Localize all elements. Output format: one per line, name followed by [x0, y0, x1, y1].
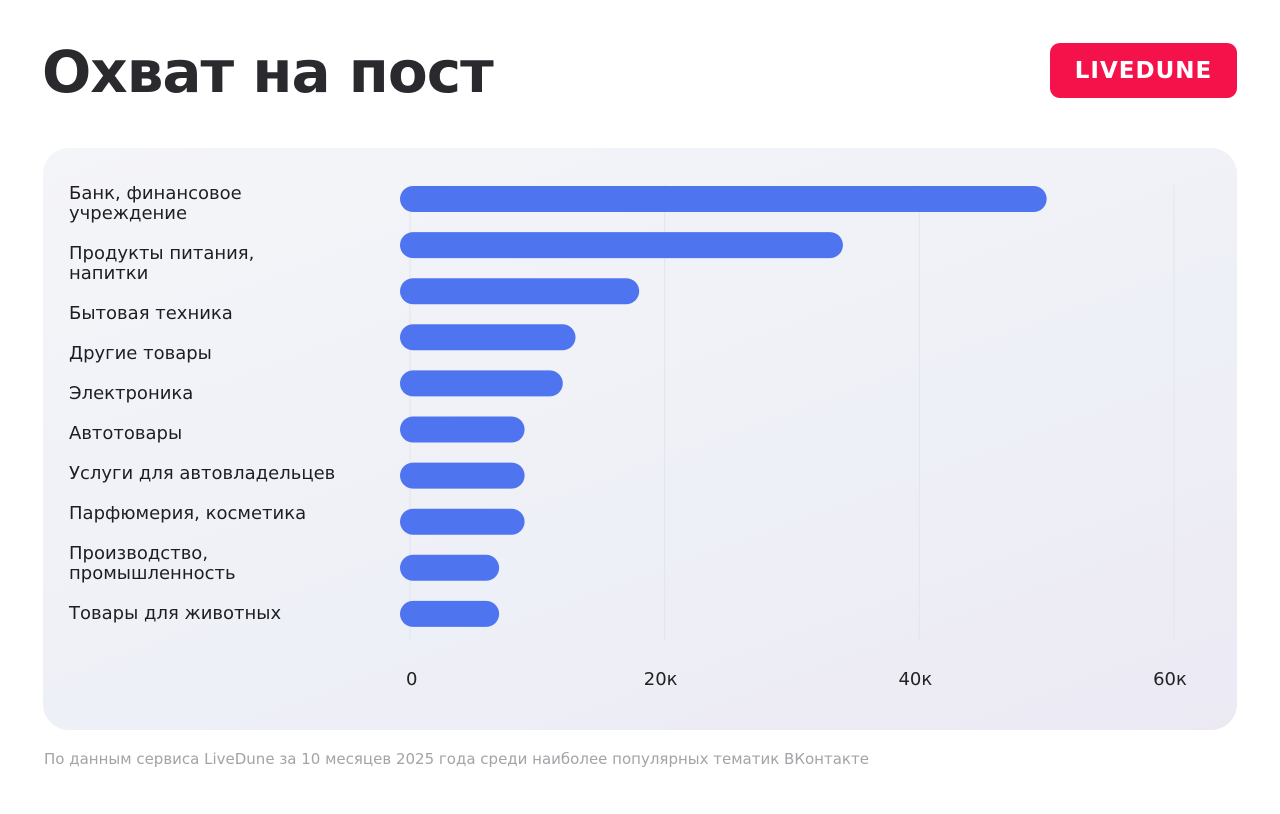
category-label: Услуги для автовладельцев	[69, 463, 336, 484]
bar	[400, 462, 525, 489]
x-tick-label: 40к	[898, 669, 932, 690]
bar	[400, 232, 843, 259]
logo: LIVEDUNE	[1050, 43, 1237, 98]
category-label: Продукты питания, напитки	[69, 243, 255, 284]
category-label: Производство, промышленность	[69, 543, 236, 584]
category-label: Бытовая техника	[69, 303, 233, 324]
category-labels: Банк, финансовое учреждение Продукты пита…	[69, 184, 369, 644]
category-label: Банк, финансовое учреждение	[69, 183, 242, 224]
footnote: По данным сервиса LiveDune за 10 месяцев…	[44, 750, 869, 768]
category-label: Другие товары	[69, 343, 212, 364]
bar	[400, 370, 563, 397]
x-tick-label: 0	[406, 669, 417, 690]
bar	[400, 600, 500, 627]
bar	[400, 508, 525, 535]
bar	[400, 324, 576, 351]
bar	[400, 186, 1047, 212]
bar	[400, 416, 525, 443]
x-tick-label: 20к	[644, 669, 678, 690]
bar	[400, 278, 640, 305]
title: Охват на пост	[42, 38, 494, 106]
category-label: Автотовары	[69, 423, 183, 444]
x-tick-label: 60к	[1153, 669, 1187, 690]
bar	[400, 554, 500, 581]
category-label: Парфюмерия, косметика	[69, 503, 307, 524]
category-label: Товары для животных	[69, 603, 282, 624]
category-label: Электроника	[69, 383, 194, 404]
